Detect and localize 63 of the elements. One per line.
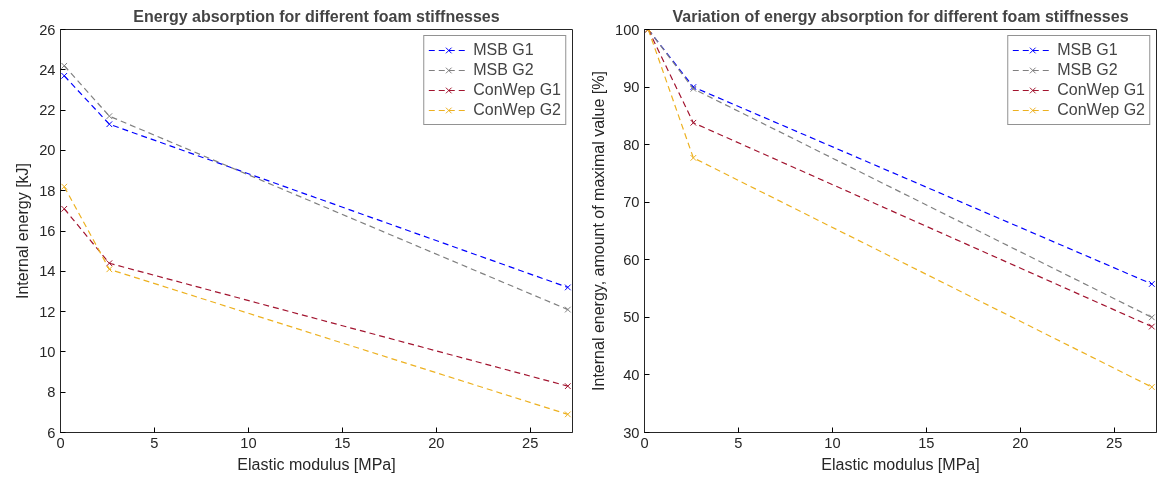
- y-tick-label: 60: [623, 251, 640, 268]
- x-tick-label: 20: [428, 434, 445, 451]
- y-tick-label: 12: [39, 303, 56, 320]
- point: [60, 183, 68, 190]
- x-tick-label: 0: [640, 434, 649, 451]
- x-tick-label: 15: [918, 434, 935, 451]
- point: [1148, 314, 1156, 321]
- y-tick-label: 6: [47, 424, 56, 441]
- legend-label: ConWep G1: [1057, 81, 1145, 99]
- point: [690, 154, 697, 162]
- y-tick-label: 14: [39, 263, 56, 280]
- y-axis-title: Internal energy [kJ]: [14, 162, 32, 300]
- legend-label: ConWep G2: [1057, 101, 1145, 119]
- point: [106, 259, 113, 267]
- y-tick-label: 100: [615, 21, 640, 38]
- point: [564, 306, 572, 313]
- x-tick-label: 20: [1012, 434, 1029, 451]
- point: [106, 112, 113, 120]
- chart-title: Energy absorption for different foam stiffnesses: [133, 7, 500, 25]
- point: [1148, 383, 1156, 391]
- x-tick-label: 5: [734, 434, 743, 451]
- point: [60, 62, 68, 70]
- x-tick-label: 25: [522, 434, 539, 451]
- y-tick-label: 18: [39, 182, 56, 199]
- legend-label: ConWep G1: [473, 81, 561, 99]
- y-tick-label: 50: [623, 309, 640, 326]
- point: [106, 120, 113, 128]
- legend-label: MSB G2: [473, 61, 534, 79]
- x-tick-label: 15: [334, 434, 351, 451]
- legend-label: MSB G2: [1057, 61, 1118, 79]
- chart-title: Variation of energy absorption for different foam stiffnesses: [672, 7, 1129, 25]
- y-tick-label: 26: [39, 21, 56, 38]
- point: [106, 265, 113, 273]
- point: [60, 72, 68, 80]
- legend-label: MSB G1: [473, 41, 534, 59]
- point: [690, 119, 697, 127]
- legend-label: ConWep G2: [473, 101, 561, 119]
- y-tick-label: 40: [623, 366, 640, 383]
- y-tick-label: 30: [623, 424, 640, 441]
- x-axis-title: Elastic modulus [MPa]: [237, 455, 396, 473]
- legend-label: MSB G1: [1057, 41, 1118, 59]
- point: [60, 205, 68, 213]
- point: [564, 382, 572, 390]
- y-axis-title: Internal energy, amount of maximal value [%]: [590, 71, 608, 391]
- point: [1148, 323, 1156, 330]
- y-tick-label: 22: [39, 102, 56, 119]
- x-tick-label: 10: [240, 434, 257, 451]
- y-tick-label: 20: [39, 142, 56, 159]
- y-tick-label: 90: [623, 79, 640, 96]
- y-tick-label: 80: [623, 136, 640, 153]
- point: [564, 284, 572, 291]
- y-tick-label: 16: [39, 223, 56, 239]
- point: [564, 411, 572, 418]
- y-tick-label: 10: [39, 343, 56, 360]
- x-tick-label: 0: [56, 434, 65, 451]
- x-tick-label: 10: [824, 434, 841, 451]
- x-axis-title: Elastic modulus [MPa]: [821, 455, 980, 473]
- y-tick-label: 24: [39, 61, 56, 78]
- x-tick-label: 25: [1106, 434, 1123, 451]
- y-tick-label: 8: [47, 384, 56, 401]
- y-tick-label: 70: [623, 194, 640, 211]
- point: [1148, 280, 1156, 288]
- x-tick-label: 5: [150, 434, 159, 451]
